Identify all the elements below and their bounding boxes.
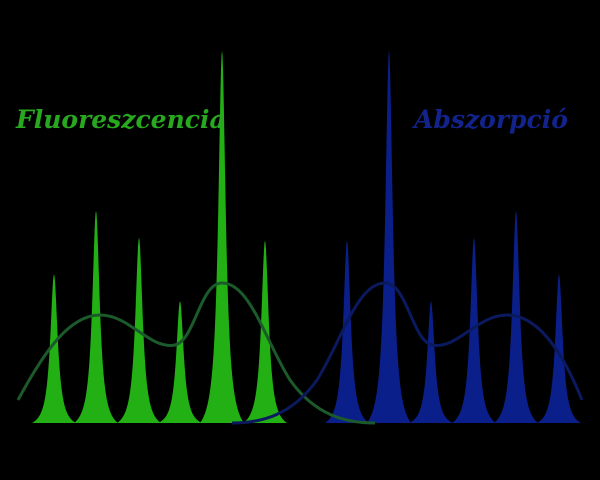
spectral-peak	[200, 50, 244, 423]
spectral-peak	[537, 274, 581, 423]
spectral-peak	[32, 274, 76, 423]
spectral-peak	[325, 240, 369, 423]
spectral-peak	[367, 50, 411, 423]
fluorescence-label: Fluoreszcencia	[15, 105, 226, 134]
absorption-label: Abszorpció	[412, 105, 568, 134]
fluorescence-envelope	[16, 281, 376, 425]
spectral-peak	[74, 210, 118, 423]
spectral-peak	[409, 301, 453, 423]
spectral-peak	[158, 301, 202, 423]
absorption-envelope	[231, 281, 584, 425]
spectral-peak	[452, 237, 496, 423]
